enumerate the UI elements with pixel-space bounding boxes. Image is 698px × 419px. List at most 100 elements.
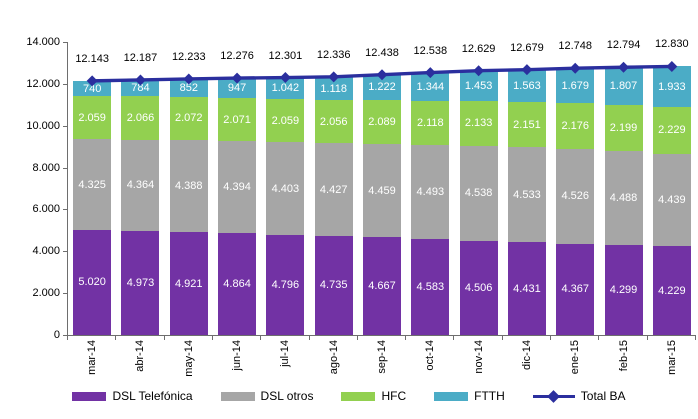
- bar-segment-value: 2.072: [175, 112, 203, 125]
- x-axis-tick: [550, 336, 552, 340]
- x-axis-category-label: ago-14: [327, 340, 340, 375]
- bar-segment-value: 4.864: [223, 278, 251, 291]
- bar-segment-dsl-otros: [556, 148, 595, 244]
- bar-segment-value: 4.973: [126, 276, 155, 289]
- total-ba-value-label: 12.438: [365, 46, 399, 59]
- x-axis-tick: [356, 336, 358, 340]
- y-axis-line: [67, 42, 68, 336]
- bar-segment-value: 4.493: [416, 186, 445, 199]
- bar-segment-value: 4.229: [658, 284, 686, 297]
- bar-segment-value: 4.364: [126, 179, 155, 192]
- bar-segment-value: 4.533: [513, 188, 541, 201]
- bar-segment-value: 2.056: [319, 115, 348, 128]
- bar-segment-dsl-otros: [507, 147, 546, 243]
- legend-label-ftth: FTTH: [474, 389, 505, 403]
- bar-segment-value: 2.059: [78, 111, 106, 124]
- x-axis-category-label: mar-15: [665, 340, 678, 375]
- bar-segment-dsl-otros: [73, 139, 112, 230]
- x-axis-category-label: nov-14: [472, 340, 485, 374]
- bar-segment-value: 1.042: [271, 82, 300, 95]
- bar-segment-dsl-otros: [604, 151, 643, 246]
- x-axis-category-label: dic-14: [520, 340, 533, 370]
- total-ba-value-label: 12.301: [268, 49, 303, 62]
- bar-segment-hfc: [266, 99, 305, 143]
- bar-segment-hfc: [169, 96, 208, 141]
- bar-segment-value: 4.583: [416, 281, 445, 294]
- total-ba-value-label: 12.748: [558, 40, 593, 53]
- bar-segment-value: 2.199: [609, 122, 638, 135]
- bar-segment-hfc: [218, 97, 257, 142]
- x-axis-tick: [695, 336, 696, 340]
- bar-segment-value: 2.066: [126, 111, 155, 124]
- bar-segment-dsl-telefónica: [363, 237, 401, 335]
- y-axis-tick: [63, 293, 67, 295]
- legend-label-dsl-otros: DSL otros: [260, 389, 314, 403]
- bar-segment-value: 4.526: [561, 190, 589, 203]
- legend-diamond-icon: [546, 389, 560, 403]
- total-ba-value-label: 12.538: [413, 44, 448, 57]
- x-axis-category-label: jul-14: [279, 340, 292, 367]
- legend: DSL Telefónica DSL otros HFC FTTH Total …: [0, 386, 698, 406]
- y-axis-tick-label: 12.000: [26, 77, 60, 90]
- x-axis-tick: [453, 336, 455, 340]
- x-axis-category-label: mar-14: [86, 340, 99, 375]
- x-axis-category-label: feb-15: [617, 340, 630, 372]
- bar-segment-value: 5.020: [78, 276, 106, 289]
- bar-segment-value: 4.427: [319, 183, 348, 196]
- bar-segment-dsl-otros: [218, 141, 257, 234]
- x-axis-category-label: sep-14: [376, 340, 388, 374]
- total-ba-value-label: 12.629: [461, 42, 496, 55]
- bar-segment-value: 947: [227, 81, 247, 94]
- bar-segment-value: 2.071: [223, 113, 251, 126]
- bar-segment-value: 4.431: [513, 282, 541, 295]
- bar-segment-dsl-otros: [411, 145, 450, 240]
- y-axis-tick: [63, 125, 67, 127]
- bar-segment-hfc: [652, 106, 691, 154]
- bar-segment-dsl-telefónica: [556, 243, 595, 335]
- bar-segment-value: 852: [179, 81, 198, 94]
- bar-segment-value: 1.453: [464, 79, 493, 92]
- legend-swatch-hfc: [341, 391, 376, 401]
- bar-segment-ftth: [218, 78, 257, 98]
- bar-segment-value: 4.299: [609, 284, 638, 296]
- y-axis-tick: [63, 209, 67, 211]
- bar-segment-ftth: [73, 80, 112, 97]
- bar-segment-dsl-telefónica: [652, 246, 691, 335]
- legend-label-total-ba: Total BA: [580, 389, 626, 403]
- bar-segment-value: 4.538: [464, 187, 493, 200]
- y-axis-tick-label: 0: [53, 329, 60, 341]
- y-axis-tick-label: 8.000: [32, 161, 60, 174]
- x-axis-category-label: may-14: [182, 340, 195, 377]
- x-axis-category-label: abr-14: [134, 340, 147, 372]
- bar-segment-value: 4.325: [78, 178, 106, 191]
- bar-segment-dsl-otros: [169, 140, 208, 232]
- bar-segment-dsl-otros: [652, 153, 691, 247]
- bar-segment-value: 4.506: [464, 281, 493, 294]
- bar-segment-value: 4.439: [658, 194, 686, 207]
- bar-segment-value: 4.367: [561, 283, 589, 296]
- x-axis-tick: [646, 336, 648, 340]
- x-axis-tick: [501, 336, 503, 340]
- bar-segment-value: 2.118: [416, 116, 444, 129]
- total-ba-value-label: 12.143: [75, 52, 109, 65]
- total-ba-value-label: 12.830: [655, 38, 689, 51]
- x-axis-tick: [260, 336, 262, 340]
- bar-segment-dsl-otros: [121, 139, 160, 231]
- bar-segment-ftth: [314, 76, 353, 101]
- bar-segment-value: 1.807: [609, 80, 638, 93]
- total-ba-value-label: 12.187: [123, 51, 158, 64]
- bar-segment-value: 2.133: [464, 117, 493, 130]
- bar-segment-value: 4.388: [175, 180, 203, 193]
- y-axis-tick: [63, 167, 67, 169]
- bar-segment-dsl-otros: [266, 142, 305, 235]
- legend-item-hfc: HFC: [341, 389, 406, 403]
- total-ba-value-label: 12.794: [606, 39, 641, 52]
- bar-segment-hfc: [459, 101, 498, 146]
- legend-item-dsl-telefonica: DSL Telefónica: [72, 389, 193, 403]
- y-axis-tick-label: 10.000: [26, 119, 60, 132]
- bar-segment-dsl-telefónica: [507, 242, 546, 335]
- x-axis-tick: [598, 336, 600, 340]
- x-axis-category-label: ene-15: [569, 340, 582, 375]
- bar-segment-dsl-telefónica: [266, 234, 305, 335]
- x-axis-tick: [67, 336, 68, 340]
